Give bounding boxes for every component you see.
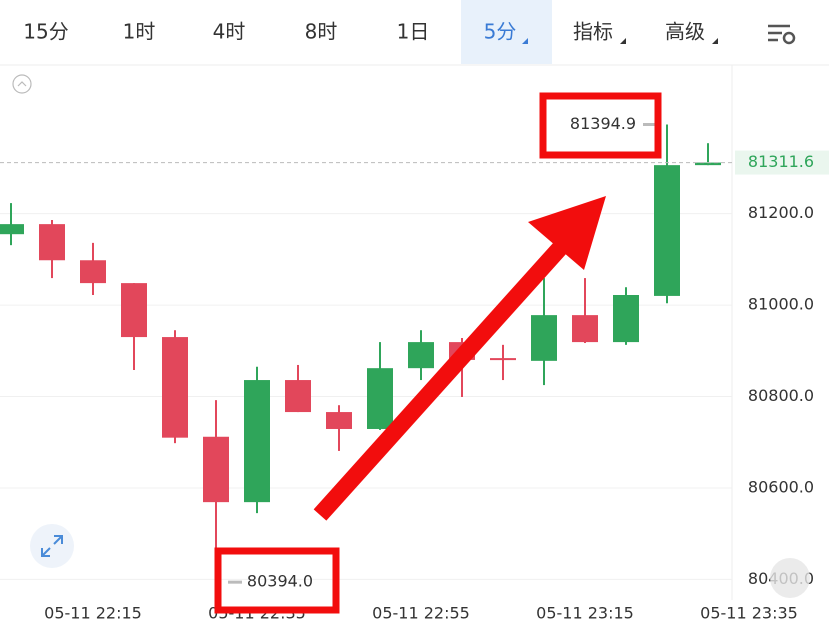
candle-body	[203, 436, 229, 503]
candle-body	[39, 224, 65, 261]
collapse-icon-arrow	[17, 81, 27, 87]
expand-button[interactable]	[30, 524, 74, 568]
reset-button[interactable]	[770, 558, 810, 598]
candle-body	[695, 162, 721, 166]
candle-body	[162, 337, 188, 438]
last-price-tag	[735, 150, 829, 175]
candle-body	[285, 380, 311, 413]
last-price-label: 81311.6	[748, 152, 814, 171]
dropdown-caret	[522, 38, 528, 44]
candle-body	[531, 315, 557, 361]
expand-icon	[41, 535, 63, 557]
y-tick-label: 80600.0	[748, 477, 814, 496]
arrow-head	[528, 196, 606, 270]
x-tick-label: 05-11 23:15	[536, 604, 634, 623]
candle-body	[80, 260, 106, 284]
candle-body	[613, 295, 639, 343]
x-tick-label: 05-11 22:55	[372, 604, 470, 623]
highlight-box	[214, 547, 340, 614]
tab[interactable]: 15分	[23, 20, 68, 44]
x-tick-label: 05-11 23:35	[700, 604, 798, 623]
settings-icon[interactable]	[768, 24, 796, 45]
selected-tab-bg	[461, 0, 552, 64]
tab[interactable]: 5分	[484, 20, 517, 44]
candle-body	[0, 224, 24, 235]
y-tick-label: 80800.0	[748, 386, 814, 405]
candle-body	[121, 283, 147, 338]
tab[interactable]: 高级	[665, 20, 705, 44]
annotation-label: 80394.0	[247, 572, 313, 591]
candle-body	[367, 368, 393, 429]
tab[interactable]: 指标	[573, 20, 613, 44]
tab[interactable]: 1日	[397, 20, 430, 44]
candle-body	[244, 380, 270, 503]
arrow-shaft	[313, 242, 567, 521]
candle-body	[408, 342, 434, 369]
dropdown-caret	[620, 38, 626, 44]
candle-body	[654, 165, 680, 296]
trend-arrow	[313, 196, 606, 521]
tab[interactable]: 1时	[123, 20, 156, 44]
y-tick-label: 81200.0	[748, 203, 814, 222]
candle-body	[326, 412, 352, 429]
highlight-box	[539, 92, 662, 159]
tab[interactable]: 8时	[305, 20, 338, 44]
y-tick-label: 81000.0	[748, 295, 814, 314]
candle-body	[572, 315, 598, 343]
tab[interactable]: 4时	[213, 20, 246, 44]
annotation-label: 81394.9	[570, 114, 636, 133]
collapse-icon[interactable]	[12, 74, 32, 94]
x-tick-label: 05-11 22:15	[44, 604, 142, 623]
dropdown-caret	[712, 38, 718, 44]
candle-body	[490, 358, 516, 361]
